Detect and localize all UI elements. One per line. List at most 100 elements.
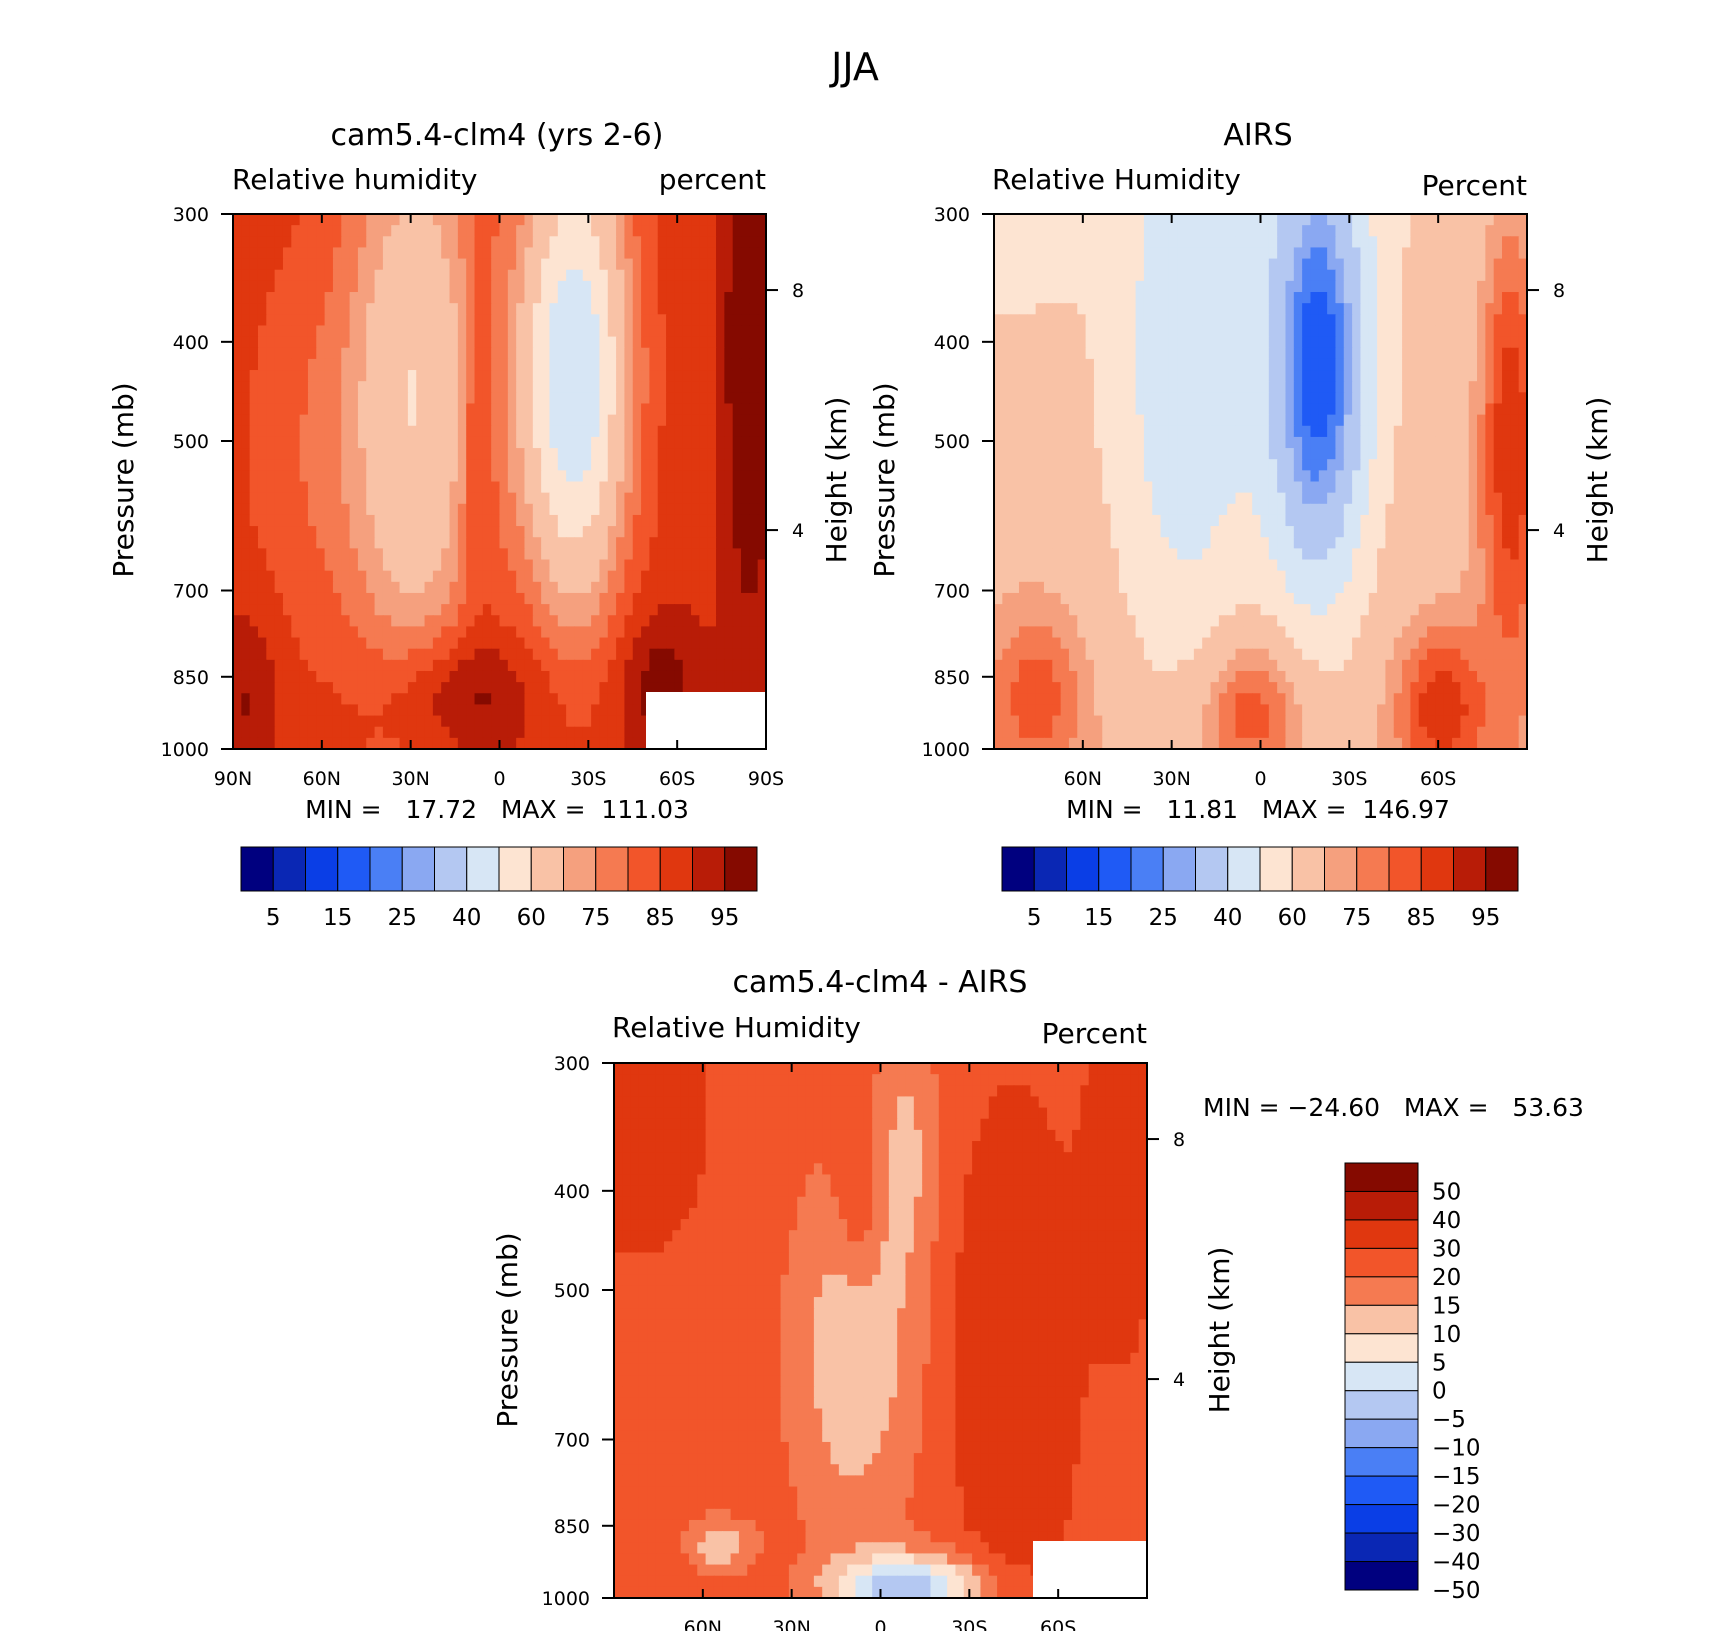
contour-cell bbox=[1060, 403, 1070, 416]
contour-cell bbox=[382, 503, 392, 516]
contour-cell bbox=[1435, 381, 1445, 393]
contour-cell bbox=[691, 381, 700, 393]
contour-cell bbox=[1077, 336, 1087, 349]
contour-cell bbox=[1102, 236, 1112, 249]
contour-cell bbox=[341, 448, 351, 460]
contour-cell bbox=[507, 659, 517, 672]
contour-cell bbox=[1152, 214, 1162, 226]
contour-cell bbox=[674, 526, 684, 538]
contour-cell bbox=[299, 637, 309, 650]
contour-cell bbox=[1243, 448, 1253, 460]
contour-cell bbox=[557, 392, 567, 405]
contour-cell bbox=[716, 514, 725, 527]
contour-cell bbox=[1193, 503, 1203, 516]
contour-cell bbox=[374, 481, 384, 494]
contour-cell bbox=[282, 370, 292, 382]
contour-cell bbox=[441, 414, 451, 427]
contour-cell bbox=[632, 704, 642, 717]
contour-cell bbox=[524, 214, 534, 226]
contour-cell bbox=[607, 258, 617, 271]
contour-cell bbox=[1443, 325, 1453, 338]
contour-cell bbox=[374, 236, 384, 249]
contour-cell bbox=[657, 470, 667, 483]
contour-cell bbox=[1460, 336, 1470, 349]
contour-cell bbox=[1335, 481, 1345, 494]
contour-cell bbox=[1402, 336, 1412, 349]
contour-cell bbox=[424, 481, 434, 494]
contour-cell bbox=[466, 615, 476, 627]
contour-cell bbox=[649, 269, 659, 282]
contour-cell bbox=[332, 225, 342, 237]
contour-cell bbox=[366, 704, 376, 717]
contour-cell bbox=[1402, 470, 1412, 483]
contour-cell bbox=[1210, 459, 1220, 471]
contour-cell bbox=[1452, 459, 1461, 471]
contour-cell bbox=[632, 548, 642, 561]
contour-cell bbox=[1510, 225, 1520, 237]
contour-cell bbox=[582, 648, 592, 661]
contour-cell bbox=[1352, 470, 1362, 483]
contour-cell bbox=[707, 414, 717, 427]
contour-cell bbox=[1027, 247, 1037, 260]
contour-cell bbox=[749, 358, 759, 371]
contour-cell bbox=[1127, 214, 1137, 226]
contour-cell bbox=[624, 225, 634, 237]
contour-cell bbox=[741, 214, 750, 226]
contour-cell bbox=[1010, 470, 1020, 483]
contour-cell bbox=[674, 648, 684, 661]
contour-cell bbox=[1143, 280, 1153, 293]
contour-cell bbox=[524, 537, 534, 549]
contour-cell bbox=[466, 492, 476, 505]
contour-cell bbox=[1260, 526, 1270, 538]
contour-cell bbox=[1360, 336, 1370, 349]
contour-cell bbox=[1468, 470, 1478, 483]
contour-cell bbox=[591, 637, 601, 650]
contour-cell bbox=[1143, 370, 1153, 382]
contour-cell bbox=[1443, 381, 1453, 393]
contour-cell bbox=[532, 370, 542, 382]
contour-cell bbox=[757, 604, 767, 616]
contour-cell bbox=[699, 236, 709, 249]
contour-cell bbox=[632, 648, 642, 661]
contour-cell bbox=[1510, 269, 1520, 282]
contour-cell bbox=[716, 381, 725, 393]
contour-cell bbox=[1302, 470, 1312, 483]
contour-cell bbox=[757, 325, 767, 338]
contour-cell bbox=[1418, 414, 1428, 427]
contour-cell bbox=[341, 514, 351, 527]
x-tick-label: 0 bbox=[493, 768, 505, 790]
contour-cell bbox=[616, 269, 626, 282]
contour-cell bbox=[424, 693, 434, 706]
contour-cell bbox=[1060, 526, 1070, 538]
contour-cell bbox=[1293, 247, 1303, 260]
contour-cell bbox=[391, 693, 401, 706]
contour-cell bbox=[1193, 448, 1203, 460]
panel-obs-contour-field bbox=[994, 214, 1528, 750]
contour-cell bbox=[1352, 370, 1362, 382]
contour-cell bbox=[1168, 303, 1178, 315]
contour-cell bbox=[574, 615, 584, 627]
contour-cell bbox=[707, 548, 717, 561]
contour-cell bbox=[257, 280, 267, 293]
contour-cell bbox=[574, 392, 584, 405]
contour-cell bbox=[474, 381, 484, 393]
contour-cell bbox=[632, 726, 642, 739]
contour-cell bbox=[274, 559, 284, 572]
contour-cell bbox=[1418, 370, 1428, 382]
contour-cell bbox=[1160, 492, 1170, 505]
contour-cell bbox=[482, 715, 492, 728]
contour-cell bbox=[1135, 448, 1145, 460]
contour-cell bbox=[674, 403, 684, 416]
contour-cell bbox=[1510, 258, 1520, 271]
contour-cell bbox=[357, 481, 367, 494]
contour-cell bbox=[632, 570, 642, 583]
contour-cell bbox=[457, 414, 467, 427]
contour-cell bbox=[1335, 503, 1345, 516]
contour-cell bbox=[507, 470, 517, 483]
contour-cell bbox=[566, 626, 576, 639]
contour-cell bbox=[1468, 381, 1478, 393]
contour-cell bbox=[1218, 414, 1228, 427]
contour-cell bbox=[1518, 269, 1528, 282]
contour-cell bbox=[1127, 292, 1137, 304]
contour-cell bbox=[1043, 225, 1053, 237]
